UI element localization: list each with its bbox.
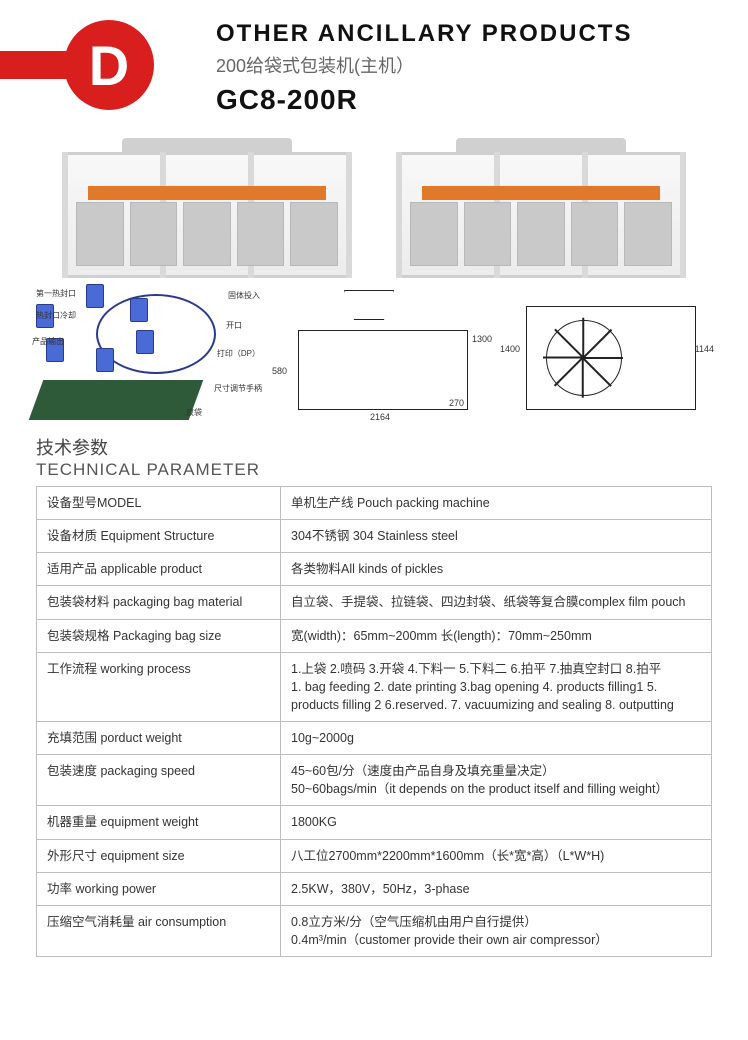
param-value: 2.5KW，380V，50Hz，3-phase [281,872,712,905]
technical-parameters-table: 设备型号MODEL单机生产线 Pouch packing machine设备材质… [36,486,712,957]
diag1-label: 产品输出 [32,336,64,347]
product-render-right [386,138,696,278]
param-value: 八工位2700mm*2200mm*1600mm（长*宽*高）（L*W*H) [281,839,712,872]
param-key: 包装袋规格 Packaging bag size [37,619,281,652]
table-row: 适用产品 applicable product各类物料All kinds of … [37,553,712,586]
product-render-row [36,138,712,278]
table-row: 设备型号MODEL单机生产线 Pouch packing machine [37,487,712,520]
param-value: 单机生产线 Pouch packing machine [281,487,712,520]
dim-label: 1144 [695,344,714,354]
param-value: 0.8立方米/分（空气压缩机由用户自行提供） 0.4m³/min（custome… [281,905,712,956]
dim-label: 270 [449,398,464,408]
table-row: 包装袋材料 packaging bag material自立袋、手提袋、拉链袋、… [37,586,712,619]
param-key: 包装速度 packaging speed [37,755,281,806]
param-value: 45~60包/分（速度由产品自身及填充重量决定） 50~60bags/min（i… [281,755,712,806]
section-badge: D [0,20,200,110]
dim-label: 1300 [472,334,492,344]
product-render-left [52,138,362,278]
param-key: 设备型号MODEL [37,487,281,520]
param-value: 宽(width)：65mm~200mm 长(length)：70mm~250mm [281,619,712,652]
diag1-label: 打印（DP） [217,348,260,359]
table-row: 机器重量 equipment weight1800KG [37,806,712,839]
param-key: 工作流程 working process [37,652,281,721]
table-row: 工作流程 working process1.上袋 2.喷码 3.开袋 4.下料一… [37,652,712,721]
front-elevation-diagram: 580 2164 1300 270 [270,290,492,420]
param-key: 设备材质 Equipment Structure [37,520,281,553]
param-value: 10g~2000g [281,722,712,755]
param-value: 1800KG [281,806,712,839]
technical-diagrams-row: 第一热封口 热封口冷却 产品输出 固体投入 开口 打印（DP） 尺寸调节手柄 放… [36,290,712,420]
param-key: 外形尺寸 equipment size [37,839,281,872]
param-key: 适用产品 applicable product [37,553,281,586]
table-row: 设备材质 Equipment Structure304不锈钢 304 Stain… [37,520,712,553]
table-row: 功率 working power2.5KW，380V，50Hz，3-phase [37,872,712,905]
title-cn: 200给袋式包装机(主机） [216,52,632,78]
title-block: OTHER ANCILLARY PRODUCTS 200给袋式包装机(主机） G… [200,20,632,116]
param-key: 压缩空气消耗量 air consumption [37,905,281,956]
diag1-label: 尺寸调节手柄 [214,383,262,394]
diag1-label: 第一热封口 [36,288,76,299]
dim-label: 1400 [500,344,520,354]
top-view-diagram: 1400 1144 [502,290,706,420]
diag1-label: 开口 [226,320,242,331]
badge-letter-circle: D [64,20,154,110]
diag1-label: 放袋 [186,407,202,418]
param-value: 1.上袋 2.喷码 3.开袋 4.下料一 5.下料二 6.拍平 7.抽真空封口 … [281,652,712,721]
red-accent-bar [0,51,70,79]
table-row: 充填范围 porduct weight10g~2000g [37,722,712,755]
table-row: 包装速度 packaging speed45~60包/分（速度由产品自身及填充重… [37,755,712,806]
dim-label: 2164 [370,412,390,422]
table-row: 包装袋规格 Packaging bag size宽(width)：65mm~20… [37,619,712,652]
param-value: 各类物料All kinds of pickles [281,553,712,586]
param-value: 304不锈钢 304 Stainless steel [281,520,712,553]
param-key: 机器重量 equipment weight [37,806,281,839]
diag1-label: 热封口冷却 [36,310,76,321]
table-row: 外形尺寸 equipment size八工位2700mm*2200mm*1600… [37,839,712,872]
param-value: 自立袋、手提袋、拉链袋、四边封袋、纸袋等复合膜complex film pouc… [281,586,712,619]
table-row: 压缩空气消耗量 air consumption0.8立方米/分（空气压缩机由用户… [37,905,712,956]
section-title-en: TECHNICAL PARAMETER [36,460,712,480]
section-title: 技术参数 TECHNICAL PARAMETER [36,434,712,480]
rotary-process-diagram: 第一热封口 热封口冷却 产品输出 固体投入 开口 打印（DP） 尺寸调节手柄 放… [36,290,260,420]
param-key: 功率 working power [37,872,281,905]
diag1-label: 固体投入 [228,290,260,301]
param-key: 包装袋材料 packaging bag material [37,586,281,619]
header: D OTHER ANCILLARY PRODUCTS 200给袋式包装机(主机）… [0,0,748,116]
title-en: OTHER ANCILLARY PRODUCTS [216,20,632,48]
dim-label: 580 [272,366,287,376]
param-key: 充填范围 porduct weight [37,722,281,755]
section-title-cn: 技术参数 [36,434,712,460]
title-model: GC8-200R [216,84,632,116]
